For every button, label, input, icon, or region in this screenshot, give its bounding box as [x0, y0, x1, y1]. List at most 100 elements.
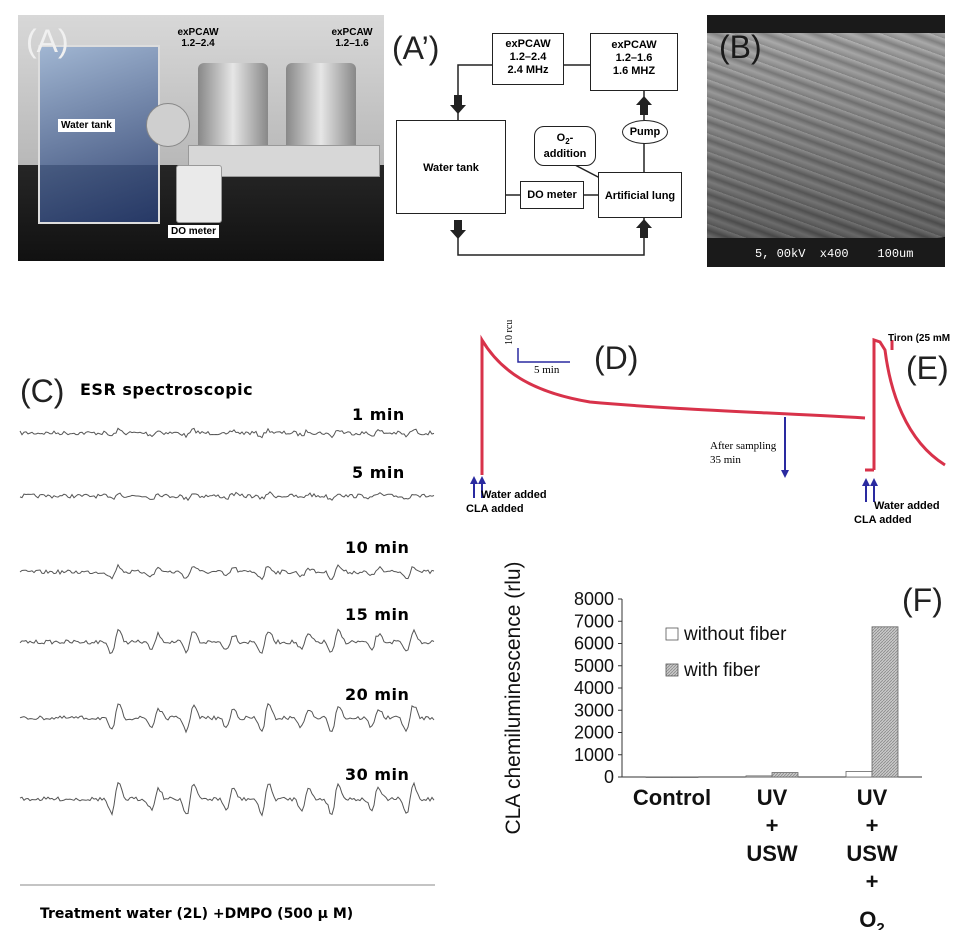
do-meter-label: DO meter: [168, 225, 220, 238]
machine-1: [198, 63, 268, 159]
e-trace: [872, 337, 946, 470]
arrow-down-2: [450, 220, 466, 239]
sem-fiber-shade: [707, 33, 945, 238]
esr-time-30: 30 min: [345, 765, 410, 784]
arrow-up-1: [636, 96, 652, 115]
box-o2-addition: O2- addition: [534, 126, 596, 166]
box-exp1-l2: 1.2–2.4: [509, 51, 547, 63]
label-f: (F): [902, 582, 943, 618]
chart-x-label: UV: [857, 785, 888, 810]
chart-x-label: Control: [633, 785, 711, 810]
chart-x-label: USW: [746, 841, 798, 866]
water-tank-label: Water tank: [58, 119, 115, 132]
d-scale-bar: [517, 348, 570, 363]
fan: [146, 103, 190, 147]
d-water-added: Water added: [481, 489, 547, 501]
box-water-tank: Water tank: [396, 120, 506, 214]
o2-line2: addition: [543, 148, 587, 161]
exp2-label: exPCAW 1.2–1.6: [322, 27, 382, 49]
d-trace: [480, 334, 866, 475]
d-scale-v: 10 rcu: [504, 319, 515, 345]
d-scale-h: 5 min: [534, 364, 560, 376]
label-a: (A): [26, 23, 69, 59]
exp1-line2: 1.2–2.4: [181, 38, 215, 49]
line-lung-to-tank: [457, 217, 645, 256]
chart-y-tick-label: 8000: [574, 589, 614, 609]
label-c: (C): [20, 373, 65, 409]
box-do-meter: DO meter: [520, 181, 584, 209]
chart-x-label: +: [866, 813, 879, 838]
o2-o: O: [556, 132, 566, 144]
o2-dash: -: [569, 132, 574, 144]
legend-swatch-without-fiber: [665, 627, 679, 641]
o2-line1: O2-: [535, 132, 595, 148]
exp1-line1: exPCAW: [177, 27, 219, 38]
d-arrowhead-1: [470, 476, 478, 484]
chart-x-label: O2: [859, 907, 884, 930]
legend-swatch-with-fiber: [665, 663, 679, 677]
legend-label: with fiber: [683, 660, 761, 681]
d-after-sampling-1: After sampling: [710, 440, 777, 452]
o2-pointer: [574, 164, 601, 179]
chart-bar-without-fiber: [745, 775, 773, 778]
label-b: (B): [719, 29, 762, 65]
legend-label: without fiber: [683, 624, 787, 645]
arrow-up-2: [636, 219, 652, 238]
label-a-prime: (A’): [392, 30, 440, 66]
line-tank-to-exp1: [457, 64, 492, 125]
panel-a-photo: (A) exPCAW 1.2–2.4 exPCAW 1.2–1.6 Water …: [18, 15, 384, 261]
esr-spectrum-2: [19, 491, 435, 502]
esr-spectra: [19, 427, 435, 886]
panel-b-sem: (B) 5, 00kV x400 100um: [707, 15, 945, 267]
chart-y-tick-label: 5000: [574, 656, 614, 676]
chart-y-tick-label: 6000: [574, 634, 614, 654]
box-exp2-l1: exPCAW: [611, 39, 657, 51]
box-exp1-l1: exPCAW: [505, 38, 551, 50]
box-exp2-l2: 1.2–1.6: [615, 52, 653, 64]
chart-bar-with-fiber: [871, 626, 899, 778]
chart-y-tick-label: 2000: [574, 723, 614, 743]
exp2-line1: exPCAW: [331, 27, 373, 38]
d-after-sampling-2: 35 min: [710, 454, 741, 466]
chart-x-label: USW: [846, 841, 898, 866]
chart-y-tick-label: 4000: [574, 678, 614, 698]
e-arrowhead-1: [862, 478, 870, 486]
esr-spectrum-5: [19, 702, 435, 734]
box-exp2-l3: 1.6 MHZ: [612, 65, 656, 77]
chart-bar-with-fiber: [671, 776, 699, 778]
chart-y-tick-label: 3000: [574, 700, 614, 720]
sem-fiber: [707, 33, 945, 238]
chart-y-tick-label: 1000: [574, 745, 614, 765]
esr-spectrum-3: [19, 563, 435, 581]
esr-time-1: 1 min: [352, 405, 405, 424]
exp2-line2: 1.2–1.6: [335, 38, 369, 49]
esr-footer: Treatment water (2L) +DMPO (500 μ M): [40, 906, 354, 922]
chart-bar-without-fiber: [645, 776, 673, 778]
chart-x-label: UV: [757, 785, 788, 810]
esr-title: ESR spectroscopic: [80, 380, 254, 399]
chart-y-tick-label: 7000: [574, 611, 614, 631]
arrow-down-1: [450, 95, 466, 114]
box-exp1-l3: 2.4 MHz: [507, 64, 549, 76]
d-cla-added: CLA added: [466, 503, 524, 515]
sem-scale: 5, 00kV x400 100um: [755, 247, 914, 261]
esr-spectrum-4: [19, 628, 435, 655]
panel-a-prime-diagram: [450, 64, 652, 256]
esr-time-5: 5 min: [352, 463, 405, 482]
e-arrowhead-2: [870, 478, 878, 486]
box-exp2: exPCAW 1.2–1.6 1.6 MHZ: [590, 33, 678, 91]
panel-d-e-traces: [470, 334, 946, 502]
label-e: (E): [906, 350, 949, 386]
e-water-added: Water added: [874, 500, 940, 512]
e-tiron: Tiron (25 mM: [888, 333, 951, 344]
esr-time-15: 15 min: [345, 605, 410, 624]
chart-x-label: +: [866, 869, 879, 894]
chart-x-label: +: [766, 813, 779, 838]
e-cla-added: CLA added: [854, 514, 912, 526]
esr-time-20: 20 min: [345, 685, 410, 704]
d-arrowhead-2: [478, 476, 486, 484]
d-sampling-arrowhead: [781, 470, 789, 478]
esr-time-10: 10 min: [345, 538, 410, 557]
water-tank-shape: [38, 45, 160, 224]
